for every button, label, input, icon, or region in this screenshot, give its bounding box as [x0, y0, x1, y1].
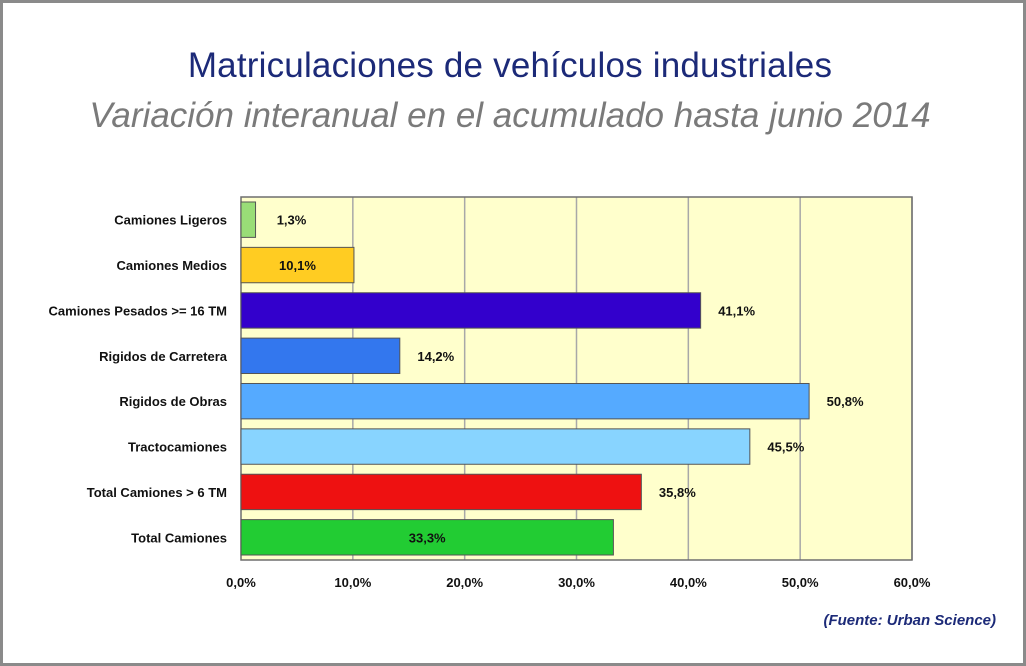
x-tick-label: 40,0%	[670, 575, 707, 590]
chart-title: Matriculaciones de vehículos industriale…	[187, 46, 833, 85]
source-note: (Fuente: Urban Science)	[823, 612, 996, 629]
x-tick-label: 30,0%	[558, 575, 595, 590]
data-label: 14,2%	[417, 349, 454, 364]
bar	[240, 337, 401, 375]
data-label: 41,1%	[718, 303, 755, 318]
x-tick-label: 50,0%	[782, 575, 819, 590]
y-category-label: Camiones Ligeros	[114, 213, 227, 228]
x-tick-label: 10,0%	[334, 575, 371, 590]
y-category-label: Camiones Medios	[116, 258, 227, 273]
bar	[240, 201, 257, 238]
y-category-label: Camiones Pesados >= 16 TM	[49, 303, 227, 318]
y-category-label: Rigidos de Carretera	[99, 349, 228, 364]
x-tick-label: 20,0%	[446, 575, 483, 590]
y-category-label: Rigidos de Obras	[119, 394, 227, 409]
bar	[240, 519, 614, 556]
data-label: 33,3%	[409, 530, 446, 545]
bar	[240, 382, 810, 420]
data-label: 35,8%	[659, 485, 696, 500]
x-tick-label: 0,0%	[226, 575, 256, 590]
x-tick-label: 60,0%	[894, 575, 931, 590]
data-label: 10,1%	[279, 258, 316, 273]
y-category-label: Total Camiones > 6 TM	[87, 485, 227, 500]
bar	[240, 473, 642, 511]
y-category-label: Tractocamiones	[128, 440, 227, 455]
bar	[240, 292, 702, 329]
data-label: 1,3%	[277, 213, 307, 228]
y-category-label: Total Camiones	[131, 530, 227, 545]
plot-border	[240, 196, 913, 561]
data-label: 45,5%	[767, 440, 804, 455]
chart-subtitle: Variación interanual en el acumulado has…	[89, 96, 931, 135]
bar	[240, 246, 355, 284]
bar	[240, 428, 751, 465]
data-label: 50,8%	[827, 394, 864, 409]
